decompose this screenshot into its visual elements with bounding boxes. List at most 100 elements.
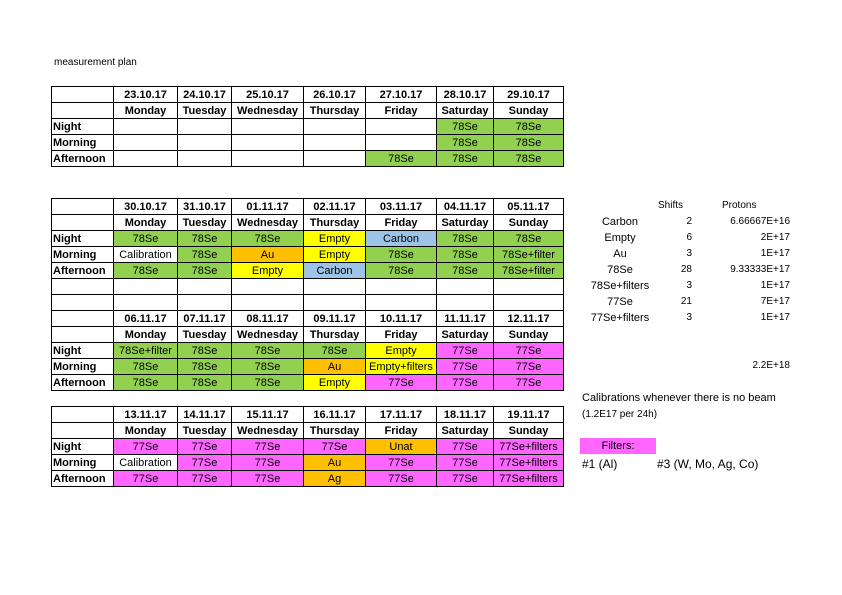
schedule-cell <box>113 118 178 135</box>
schedule-cell: 77Se <box>365 454 437 471</box>
shift-count: 2 <box>686 216 692 227</box>
spacer-row <box>51 278 564 295</box>
schedule-cell <box>303 150 366 167</box>
shift-label: Night <box>51 118 114 135</box>
weekday-header: Friday <box>365 326 437 343</box>
empty-cell <box>231 278 304 295</box>
filter-3-note: #3 (W, Mo, Ag, Co) <box>657 457 759 471</box>
spacer-row <box>51 294 564 311</box>
shift-label: Night <box>51 230 114 247</box>
date-header: 11.11.17 <box>436 310 494 327</box>
schedule-cell: 77Se <box>436 342 494 359</box>
schedule-cell <box>365 134 437 151</box>
empty-cell <box>113 294 178 311</box>
weekday-header: Saturday <box>436 326 494 343</box>
date-header: 28.10.17 <box>436 86 494 103</box>
schedule-cell: 77Se <box>113 470 178 487</box>
schedule-cell: 78Se <box>177 374 232 391</box>
corner-cell <box>51 406 114 423</box>
schedule-cell: Ag <box>303 470 366 487</box>
schedule-cell: Au <box>303 358 366 375</box>
summary-row: Empty 6 2E+17 <box>580 230 790 246</box>
corner-cell <box>51 86 114 103</box>
weekday-header: Wednesday <box>231 326 304 343</box>
summary-total-row: 2.2E+18 <box>580 358 790 374</box>
schedule-cell: Empty <box>303 230 366 247</box>
schedule-cell: 77Se <box>365 374 437 391</box>
shift-label: Afternoon <box>51 374 114 391</box>
date-header: 31.10.17 <box>177 198 232 215</box>
date-header: 27.10.17 <box>365 86 437 103</box>
shift-row-night: Night 78Se 78Se <box>51 118 564 135</box>
schedule-cell: Empty <box>303 246 366 263</box>
schedule-cell: 78Se <box>436 118 494 135</box>
material-name: 78Se <box>607 264 633 276</box>
schedule-cell: 78Se <box>113 358 178 375</box>
weekday-header: Thursday <box>303 214 366 231</box>
weekday-header: Sunday <box>493 214 564 231</box>
shift-row-morning: Morning Calibration 78Se Au Empty 78Se 78Se 78S… <box>51 246 564 263</box>
date-header: 17.11.17 <box>365 406 437 423</box>
schedule-cell: 78Se <box>436 134 494 151</box>
schedule-cell: 77Se <box>436 470 494 487</box>
schedule-cell: Carbon <box>303 262 366 279</box>
shift-count: 3 <box>686 248 692 259</box>
date-header: 09.11.17 <box>303 310 366 327</box>
summary-row: Au 3 1E+17 <box>580 246 790 262</box>
shifts-header: Shifts <box>658 200 684 211</box>
schedule-cell: Calibration <box>113 246 178 263</box>
shift-row-afternoon: Afternoon 77Se 77Se 77Se Ag 77Se 77Se 77Se+filt… <box>51 470 564 487</box>
schedule-cell: 77Se+filters <box>493 454 564 471</box>
shift-count: 3 <box>686 312 692 323</box>
weekday-header: Tuesday <box>177 326 232 343</box>
schedule-cell <box>231 118 304 135</box>
schedule-cell: 78Se+filter <box>113 342 178 359</box>
calibration-detail: (1.2E17 per 24h) <box>582 409 658 420</box>
date-header: 16.11.17 <box>303 406 366 423</box>
weekday-header: Tuesday <box>177 422 232 439</box>
date-header: 03.11.17 <box>365 198 437 215</box>
schedule-cell <box>177 150 232 167</box>
date-header: 15.11.17 <box>231 406 304 423</box>
schedule-cell: 78Se <box>493 230 564 247</box>
schedule-cell: Au <box>231 246 304 263</box>
corner-cell <box>51 198 114 215</box>
corner-cell <box>51 214 114 231</box>
date-header: 26.10.17 <box>303 86 366 103</box>
schedule-cell: 77Se <box>177 438 232 455</box>
schedule-cell: 77Se <box>303 438 366 455</box>
proton-count: 6.66667E+16 <box>730 216 790 227</box>
weekday-header-row: Monday Tuesday Wednesday Thursday Friday Satu… <box>51 102 564 119</box>
empty-cell <box>177 278 232 295</box>
shift-row-morning: Morning Calibration 77Se 77Se Au 77Se 77Se 77Se… <box>51 454 564 471</box>
weekday-header: Thursday <box>303 102 366 119</box>
summary-header: Shifts Protons <box>580 198 800 214</box>
empty-cell <box>51 294 114 311</box>
shift-label: Night <box>51 342 114 359</box>
schedule-cell <box>177 118 232 135</box>
empty-cell <box>436 278 494 295</box>
date-header: 01.11.17 <box>231 198 304 215</box>
schedule-cell <box>231 150 304 167</box>
date-header: 10.11.17 <box>365 310 437 327</box>
proton-count: 1E+17 <box>760 248 790 259</box>
weekday-header: Monday <box>113 214 178 231</box>
weekday-header: Thursday <box>303 422 366 439</box>
shift-row-night: Night 78Se+filter 78Se 78Se 78Se Empty 77Se 77S… <box>51 342 564 359</box>
empty-cell <box>436 294 494 311</box>
shift-label: Morning <box>51 134 114 151</box>
schedule-cell: Empty <box>303 374 366 391</box>
schedule-cell: 77Se+filters <box>493 438 564 455</box>
schedule-cell: 78Se+filter <box>493 246 564 263</box>
date-header-row: 13.11.17 14.11.17 15.11.17 16.11.17 17.11.17… <box>51 406 564 423</box>
weekday-header: Friday <box>365 422 437 439</box>
weekday-header: Wednesday <box>231 422 304 439</box>
material-name: Empty <box>604 232 636 244</box>
schedule-cell: 77Se+filters <box>493 470 564 487</box>
schedule-cell: 78Se <box>113 262 178 279</box>
summary-row: 78Se+filters 3 1E+17 <box>580 278 790 294</box>
schedule-cell: 77Se <box>231 454 304 471</box>
schedule-cell: 77Se <box>436 358 494 375</box>
date-header: 24.10.17 <box>177 86 232 103</box>
schedule-cell: 78Se <box>436 150 494 167</box>
